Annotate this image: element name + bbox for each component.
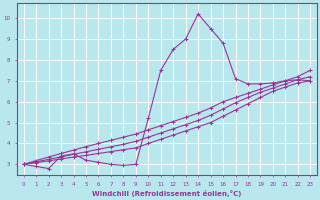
X-axis label: Windchill (Refroidissement éolien,°C): Windchill (Refroidissement éolien,°C) (92, 190, 242, 197)
